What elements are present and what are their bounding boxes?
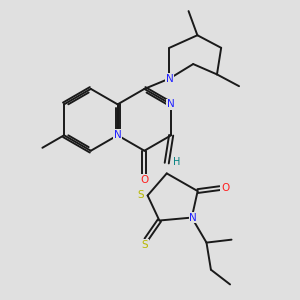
- Text: N: N: [189, 213, 197, 223]
- Text: N: N: [166, 74, 173, 84]
- Text: O: O: [140, 175, 148, 185]
- Text: N: N: [167, 99, 175, 110]
- Text: N: N: [166, 74, 173, 84]
- Text: S: S: [138, 190, 144, 200]
- Text: O: O: [221, 183, 229, 193]
- Text: N: N: [167, 99, 175, 110]
- Text: N: N: [189, 213, 197, 223]
- Text: S: S: [141, 240, 148, 250]
- Text: N: N: [114, 130, 122, 140]
- Text: H: H: [173, 157, 181, 166]
- Text: N: N: [114, 130, 122, 140]
- Text: S: S: [138, 190, 145, 200]
